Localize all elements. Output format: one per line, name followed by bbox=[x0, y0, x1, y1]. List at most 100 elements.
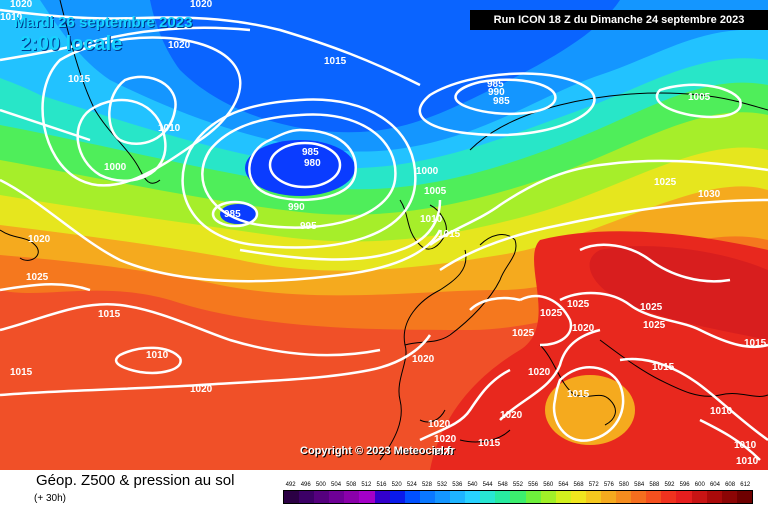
scale-color-swatch bbox=[495, 491, 511, 503]
isobar-label: 1010 bbox=[158, 123, 181, 134]
scale-value-label: 612 bbox=[740, 482, 751, 488]
color-scale: 492 496 500 504 508 512 516 520 524 528 532 536 540 5… bbox=[283, 480, 753, 506]
scale-value-label: 516 bbox=[376, 482, 387, 488]
isobar-label: 1010 bbox=[734, 440, 757, 451]
isobar-label: 1020 bbox=[432, 447, 455, 458]
scale-color-swatch bbox=[359, 491, 375, 503]
scale-color-swatch bbox=[419, 491, 435, 503]
isobar-label: 995 bbox=[300, 221, 317, 232]
scale-color-swatch bbox=[344, 491, 360, 503]
isobar-label: 1020 bbox=[412, 354, 435, 365]
scale-value-label: 524 bbox=[406, 482, 417, 488]
isobar-label: 985 bbox=[224, 209, 241, 220]
scale-color-swatch bbox=[600, 491, 617, 503]
scale-value-label: 520 bbox=[391, 482, 402, 488]
scale-color-swatch bbox=[329, 491, 345, 503]
scale-value-label: 576 bbox=[603, 482, 614, 488]
scale-value-label: 496 bbox=[300, 482, 311, 488]
scale-color-swatch bbox=[299, 491, 315, 503]
scale-value-label: 584 bbox=[634, 482, 645, 488]
scale-value-label: 532 bbox=[437, 482, 448, 488]
scale-value-label: 564 bbox=[558, 482, 569, 488]
isobar-label: 1025 bbox=[26, 272, 49, 283]
scale-value-label: 560 bbox=[543, 482, 554, 488]
scale-color-swatch bbox=[570, 491, 586, 503]
isobar-label: 1020 bbox=[190, 384, 213, 395]
scale-value-label: 492 bbox=[285, 482, 296, 488]
isobar-label: 1000 bbox=[104, 162, 127, 173]
legend-title: Géop. Z500 & pression au sol bbox=[36, 472, 235, 489]
scale-value-label: 604 bbox=[709, 482, 720, 488]
isobar-label: 1020 bbox=[434, 434, 457, 445]
scale-color-swatch bbox=[661, 491, 677, 503]
isobar-label: 1020 bbox=[28, 234, 51, 245]
scale-value-label: 568 bbox=[573, 482, 584, 488]
scale-color-swatch bbox=[646, 491, 662, 503]
scale-color-swatch bbox=[434, 491, 451, 503]
scale-value-label: 572 bbox=[588, 482, 599, 488]
isobar-label: 1015 bbox=[478, 438, 501, 449]
scale-color-swatch bbox=[540, 491, 556, 503]
band-red-east bbox=[589, 246, 768, 340]
low-core-small bbox=[220, 204, 256, 224]
isobar-label: 1020 bbox=[190, 0, 213, 10]
scale-color-swatch bbox=[465, 491, 481, 503]
scale-color-swatch bbox=[736, 491, 752, 503]
scale-value-label: 596 bbox=[679, 482, 690, 488]
scale-color-swatch bbox=[585, 491, 601, 503]
scale-value-label: 552 bbox=[512, 482, 523, 488]
scale-color-swatch bbox=[616, 491, 632, 503]
isobar-label: 990 bbox=[288, 202, 305, 213]
scale-value-label: 592 bbox=[664, 482, 675, 488]
scale-value-label: 528 bbox=[421, 482, 432, 488]
isobar-label: 1010 bbox=[710, 406, 733, 417]
scale-color-swatch bbox=[284, 491, 300, 503]
isobar-label: 985 bbox=[487, 79, 504, 90]
scale-value-label: 556 bbox=[528, 482, 539, 488]
coastlines bbox=[0, 0, 768, 461]
scale-value-label: 504 bbox=[331, 482, 342, 488]
isobar-label: 1015 bbox=[652, 362, 675, 373]
scale-value-label: 536 bbox=[452, 482, 463, 488]
isobar-label: 1025 bbox=[654, 177, 677, 188]
isobar-label: 1025 bbox=[640, 302, 663, 313]
isobar-label: 985 bbox=[302, 147, 319, 158]
isobar-label: 1020 bbox=[168, 40, 191, 51]
isobar-label: 1010 bbox=[146, 350, 169, 361]
scale-value-label: 540 bbox=[467, 482, 478, 488]
isobar-label: 1020 bbox=[500, 410, 523, 421]
isobar-label: 1020 bbox=[572, 323, 595, 334]
isobar-label: 1015 bbox=[567, 389, 590, 400]
scale-value-label: 548 bbox=[497, 482, 508, 488]
copyright-notice: Copyright © 2023 Meteociel.fr bbox=[300, 445, 455, 457]
isobar-label: 1020 bbox=[528, 367, 551, 378]
isobar-label: 1000 bbox=[416, 166, 439, 177]
scale-color-swatch bbox=[480, 491, 496, 503]
isobar-label: 1015 bbox=[10, 367, 33, 378]
scale-color-swatch bbox=[555, 491, 571, 503]
isobar-label: 1025 bbox=[567, 299, 590, 310]
isobar-label: 1025 bbox=[540, 308, 563, 319]
isobar-label: 985 bbox=[493, 96, 510, 107]
scale-color-swatch bbox=[525, 491, 541, 503]
isobar-label: 980 bbox=[304, 158, 321, 169]
scale-value-label: 512 bbox=[361, 482, 372, 488]
isobar-label: 1010 bbox=[0, 12, 23, 23]
isobar-label: 1015 bbox=[438, 229, 461, 240]
isobar-label: 1015 bbox=[68, 74, 91, 85]
valid-date: Mardi 26 septembre 2023 bbox=[14, 14, 193, 31]
scale-color-swatch bbox=[404, 491, 420, 503]
isobar-label: 1015 bbox=[324, 56, 347, 67]
scale-color-swatch bbox=[374, 491, 390, 503]
scale-color-swatch bbox=[631, 491, 647, 503]
scale-color-swatch bbox=[450, 491, 466, 503]
isobar-label: 1015 bbox=[98, 309, 121, 320]
scale-color-swatch bbox=[706, 491, 722, 503]
scale-color-swatch bbox=[389, 491, 405, 503]
isobar-label: 1020 bbox=[428, 419, 451, 430]
isobar-lines bbox=[0, 8, 768, 461]
isobar-label: 1005 bbox=[688, 92, 711, 103]
scale-value-label: 588 bbox=[649, 482, 660, 488]
isobar-label: 990 bbox=[488, 87, 505, 98]
isobar-label: 1005 bbox=[424, 186, 447, 197]
